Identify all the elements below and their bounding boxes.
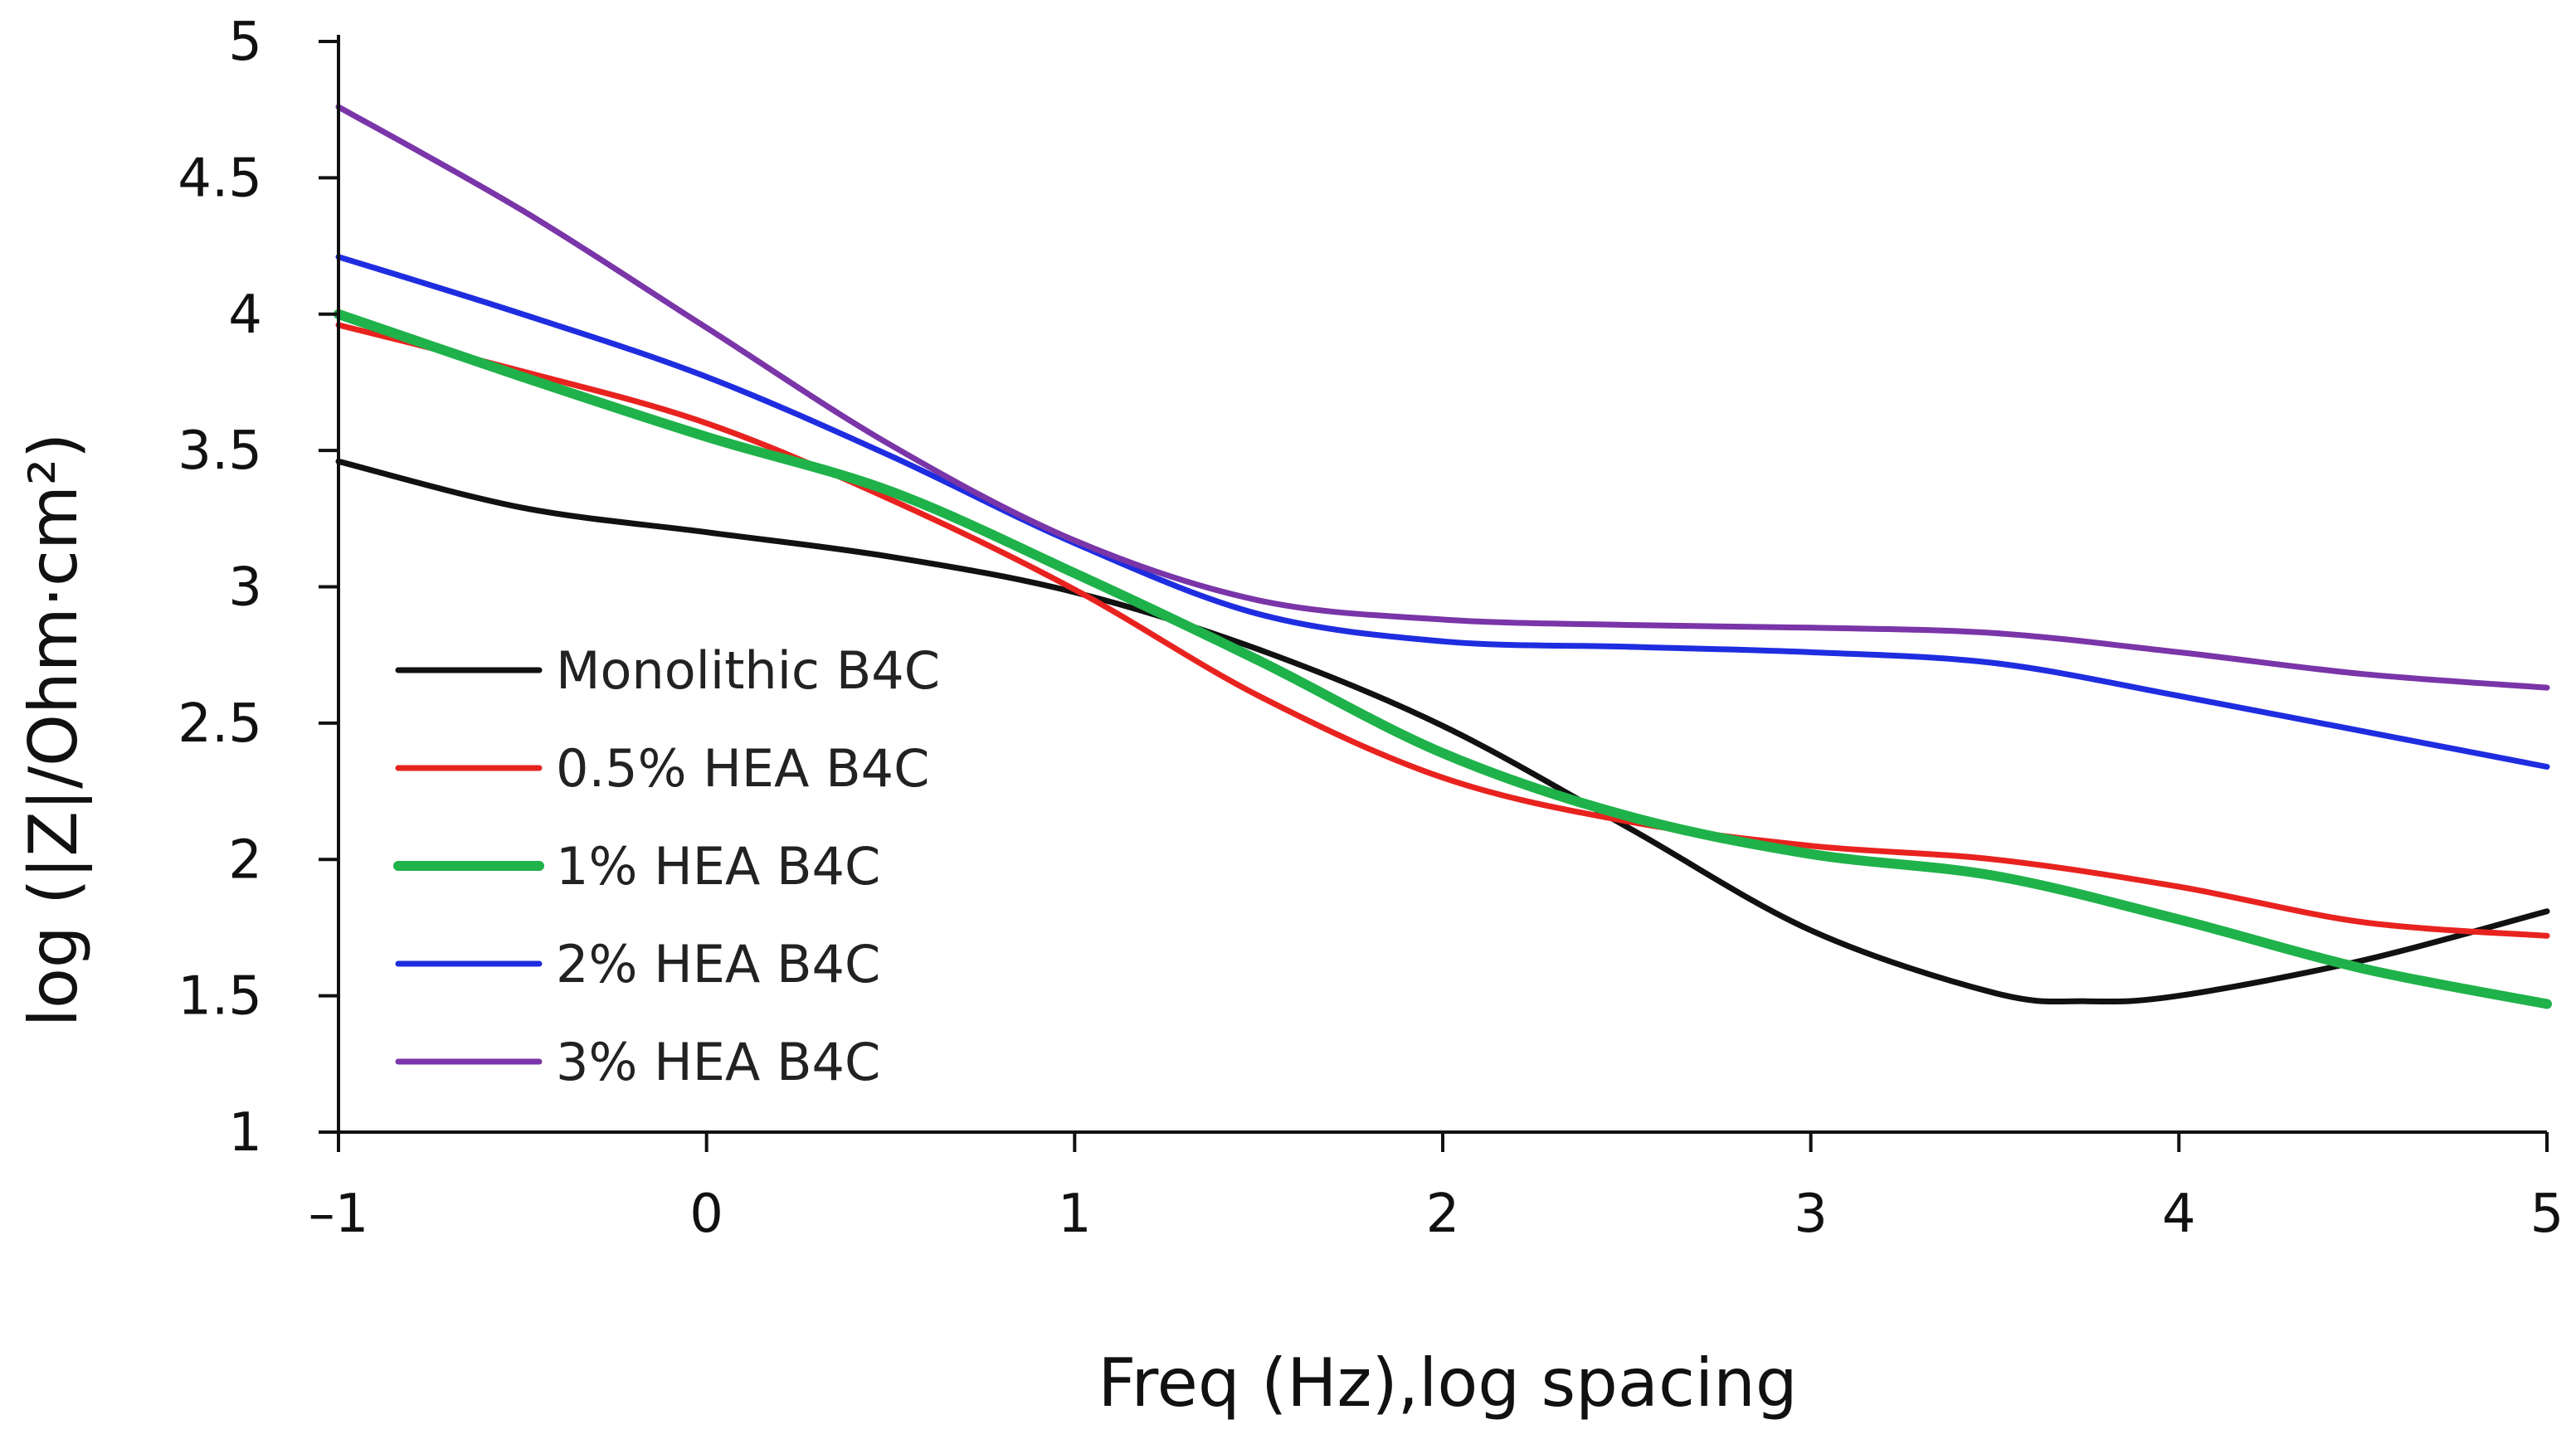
y-tick-label: 2 xyxy=(228,829,262,891)
legend: Monolithic B4C 0.5% HEA B4C 1% HEA B4C 2% H… xyxy=(393,640,940,1092)
x-tick-label: 2 xyxy=(1426,1184,1460,1245)
series-line-0-5-hea-b4c xyxy=(335,322,2550,939)
legend-label-0-5-hea-b4c: 0.5% HEA B4C xyxy=(556,738,929,799)
x-tick-label: 3 xyxy=(1794,1184,1828,1245)
legend-label-monolithic-b4c: Monolithic B4C xyxy=(556,640,940,701)
x-axis-title: Freq (Hz),log spacing xyxy=(1098,1344,1797,1422)
y-tick-label: 1.5 xyxy=(178,966,262,1028)
y-axis-title: log (|Z|/Ohm·cm²) xyxy=(15,433,93,1027)
x-tick-label: –1 xyxy=(309,1184,369,1245)
y-tick-label: 2.5 xyxy=(178,693,262,755)
legend-label-2-hea-b4c: 2% HEA B4C xyxy=(556,934,880,994)
legend-label-1-hea-b4c: 1% HEA B4C xyxy=(556,836,880,897)
series-line-monolithic-b4c xyxy=(335,458,2550,1005)
y-tick-label: 4 xyxy=(228,284,262,346)
y-tick-label: 3.5 xyxy=(178,421,262,482)
series-line-2-hea-b4c xyxy=(335,254,2550,770)
x-tick-label: 5 xyxy=(2530,1184,2564,1245)
y-tick-label: 1 xyxy=(228,1102,262,1164)
legend-label-3-hea-b4c: 3% HEA B4C xyxy=(556,1032,880,1092)
x-tick-label: 0 xyxy=(689,1184,723,1245)
series-layer xyxy=(334,104,2552,1009)
series-line-1-hea-b4c xyxy=(334,309,2552,1009)
y-tick-label: 4.5 xyxy=(178,148,262,209)
x-tick-label: 4 xyxy=(2162,1184,2196,1245)
ticks-layer: 1 1.5 2 2.5 3 3.5 4 4.5 5 –1 0 1 2 3 4 5 xyxy=(178,12,2564,1245)
x-tick-label: 1 xyxy=(1058,1184,1092,1245)
y-tick-label: 5 xyxy=(228,12,262,73)
y-tick-label: 3 xyxy=(228,557,262,619)
series-line-3-hea-b4c xyxy=(335,104,2550,691)
